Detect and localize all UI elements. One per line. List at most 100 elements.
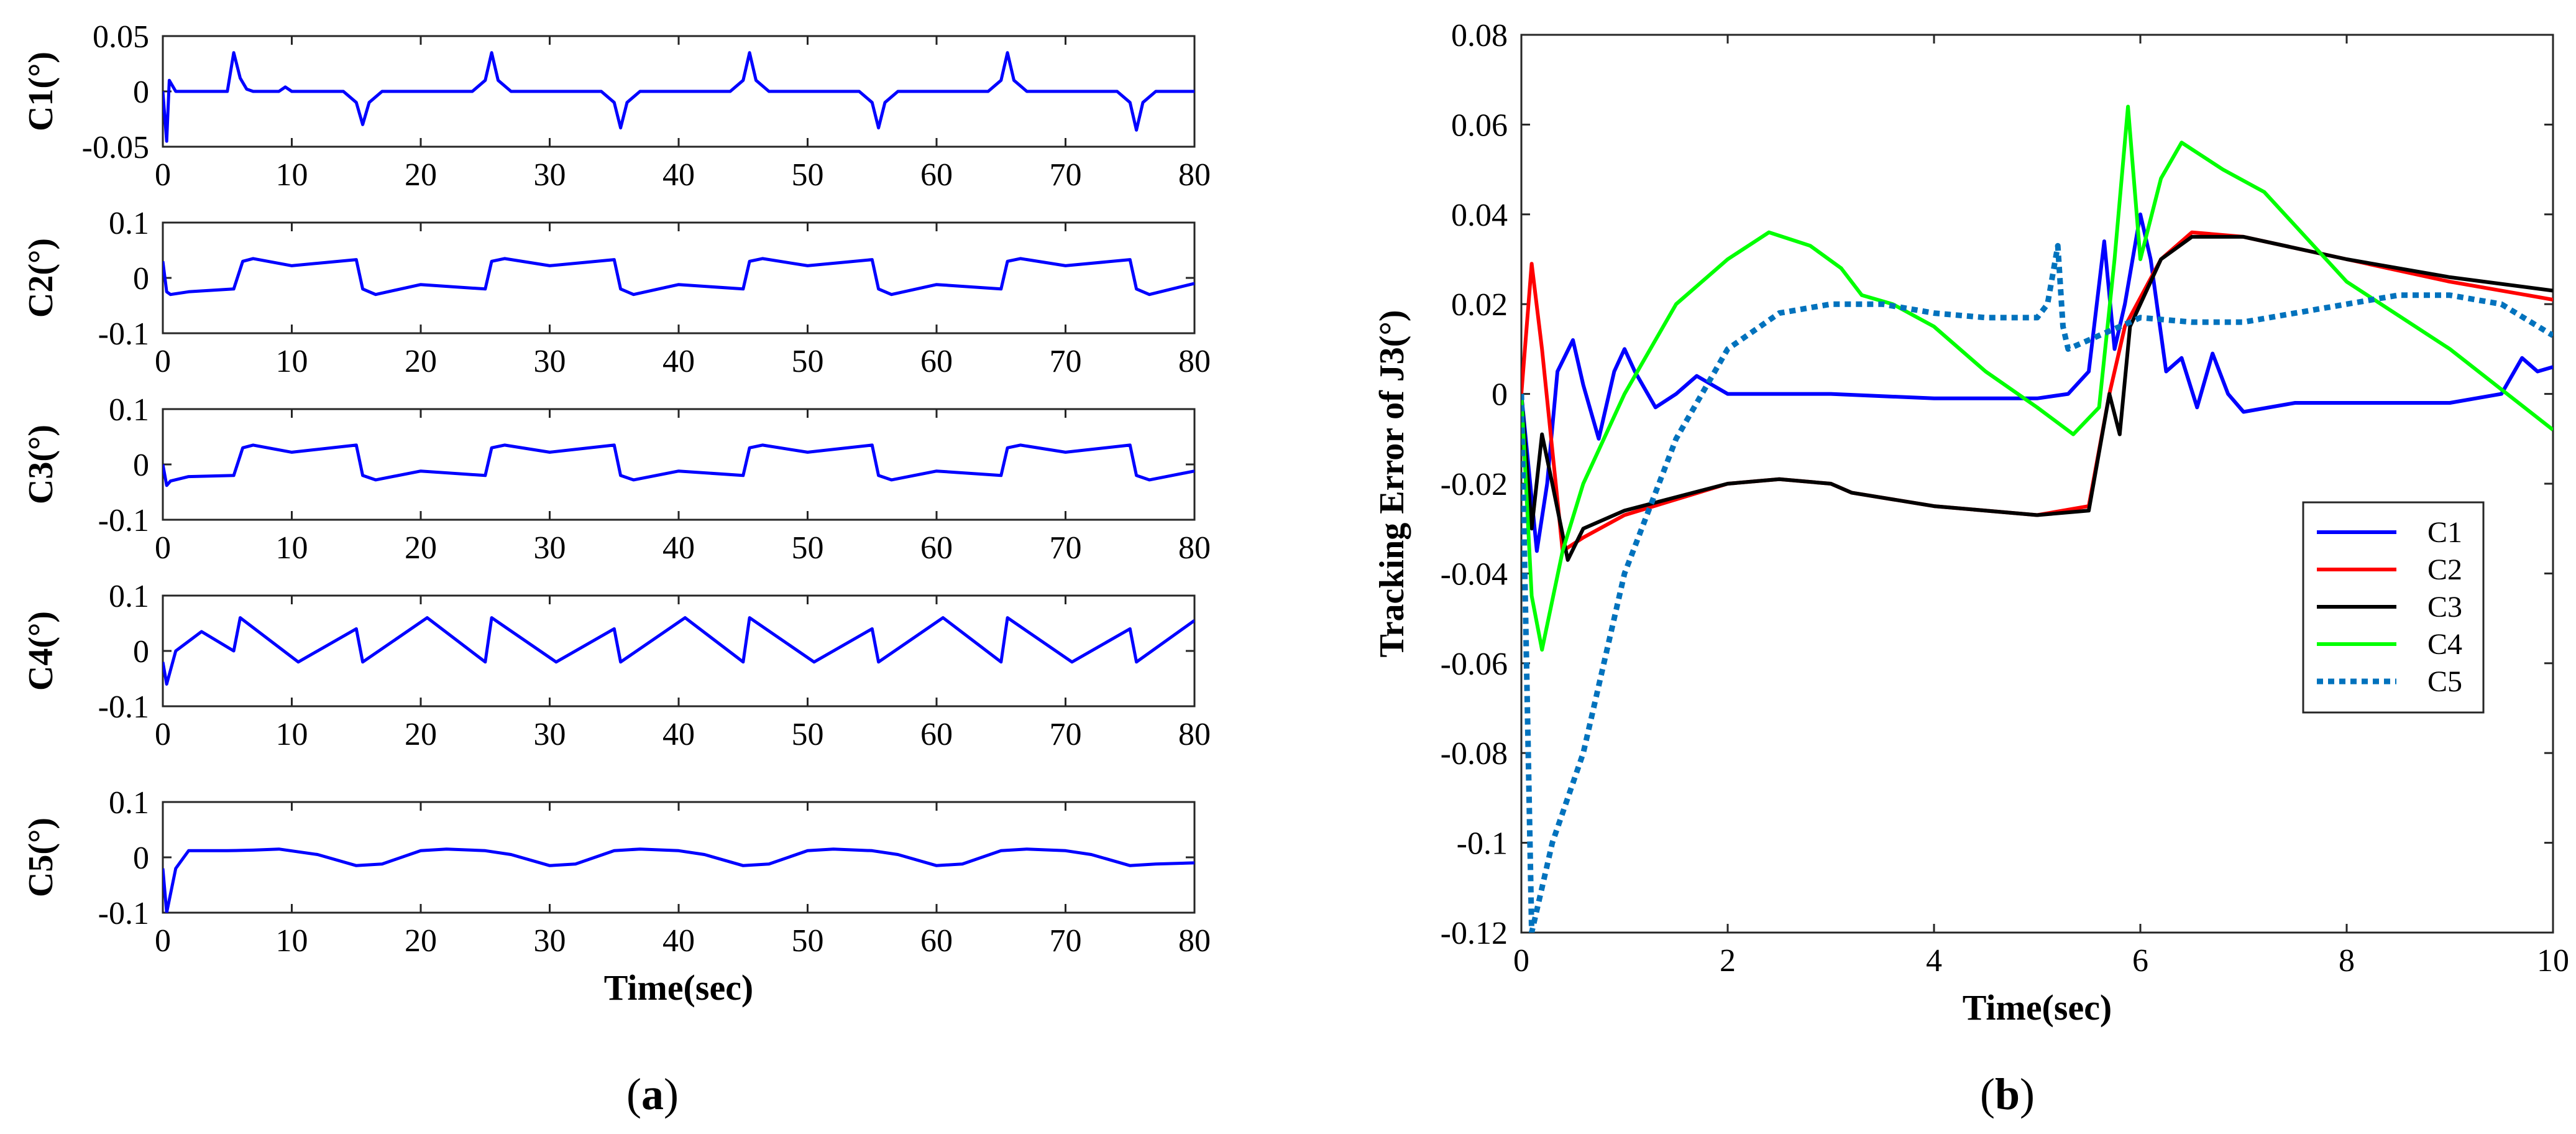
x-tick-label: 80 — [1178, 923, 1211, 959]
y-axis-label: C3(°) — [22, 425, 60, 504]
plot-area — [162, 408, 1196, 521]
series-line-c4 — [163, 616, 1194, 686]
x-tick-label: 60 — [920, 717, 953, 752]
x-tick-label: 30 — [534, 157, 566, 193]
series-group — [163, 616, 1194, 686]
x-tick-label: 20 — [405, 717, 437, 752]
x-tick-label: 60 — [920, 157, 953, 193]
x-tick-label: 10 — [2537, 943, 2569, 979]
x-tick-label: 60 — [920, 344, 953, 379]
panel-b: 0 2 4 6 8 10 0.08 0.06 0.04 0.02 0 -0.02 -0.04 -0.06 -… — [1373, 18, 2569, 1028]
x-tick-label: 0 — [155, 530, 171, 566]
x-tick-label: 8 — [2339, 943, 2355, 979]
chart-a3: 0 10 20 30 40 50 60 70 800.10-0.1C3(°) — [22, 392, 1211, 566]
y-tick-label: 0 — [133, 448, 149, 483]
plot-area — [162, 801, 1196, 914]
x-tick-label: 0 — [155, 157, 171, 193]
x-tick-label: 30 — [534, 344, 566, 379]
x-tick-label: 50 — [792, 530, 824, 566]
series-line-c5 — [163, 847, 1194, 913]
x-tick-label: 20 — [405, 157, 437, 193]
series-group — [163, 51, 1194, 143]
y-tick-label: 0 — [133, 261, 149, 297]
x-tick-label: 50 — [792, 923, 824, 959]
y-tick-label: 0.1 — [109, 579, 149, 614]
y-tick-label: 0.08 — [1451, 18, 1508, 53]
x-tick-label: 80 — [1178, 157, 1211, 193]
series-group — [163, 257, 1194, 297]
legend-label-c2: C2 — [2427, 553, 2462, 586]
y-axis-label: C5(°) — [22, 818, 60, 897]
x-tick-label: 60 — [920, 923, 953, 959]
panel-label-b: (b) — [1980, 1069, 2035, 1119]
y-tick-label: 0.1 — [109, 206, 149, 241]
plot-area — [162, 221, 1196, 334]
chart-a4: 0 10 20 30 40 50 60 70 800.10-0.1C4(°) — [22, 579, 1211, 752]
x-tick-label: 20 — [405, 923, 437, 959]
y-axis-label: C4(°) — [22, 611, 60, 691]
x-tick-label: 2 — [1720, 943, 1736, 979]
x-tick-label: 70 — [1050, 157, 1082, 193]
x-tick-label: 60 — [920, 530, 953, 566]
x-tick-label: 30 — [534, 923, 566, 959]
y-tick-label: 0.05 — [93, 19, 149, 55]
y-axis-label: Tracking Error of J3(°) — [1373, 310, 1411, 658]
legend-label-c1: C1 — [2427, 516, 2462, 549]
x-tick-label: 20 — [405, 344, 437, 379]
series-line-c5 — [1521, 242, 2553, 933]
series-line-c4 — [1521, 104, 2553, 652]
y-tick-label: 0 — [133, 634, 149, 670]
y-tick-label: -0.1 — [1457, 826, 1508, 862]
legend-label-c4: C4 — [2427, 628, 2462, 661]
series-line-c3 — [163, 443, 1194, 487]
x-tick-label: 80 — [1178, 530, 1211, 566]
x-tick-label: 4 — [1926, 943, 1942, 979]
y-tick-label: 0.1 — [109, 392, 149, 428]
x-tick-label: 40 — [662, 344, 695, 379]
x-tick-label: 70 — [1050, 923, 1082, 959]
x-tick-label: 50 — [792, 344, 824, 379]
y-tick-label: -0.1 — [98, 689, 149, 725]
y-tick-label: 0 — [1492, 377, 1508, 413]
x-tick-label: 70 — [1050, 344, 1082, 379]
y-tick-label: -0.1 — [98, 316, 149, 352]
x-tick-label: 50 — [792, 157, 824, 193]
x-tick-label: 6 — [2132, 943, 2148, 979]
x-tick-label: 80 — [1178, 344, 1211, 379]
series-line-c2 — [163, 257, 1194, 297]
x-tick-label: 20 — [405, 530, 437, 566]
x-tick-label: 10 — [276, 923, 308, 959]
x-tick-label: 10 — [276, 157, 308, 193]
y-tick-label: -0.1 — [98, 896, 149, 931]
y-tick-label: -0.08 — [1441, 736, 1508, 772]
series-line-c1 — [163, 51, 1194, 143]
y-tick-label: 0.04 — [1451, 198, 1508, 233]
series-line-c1 — [1521, 212, 2553, 553]
chart-b: 0 2 4 6 8 10 0.08 0.06 0.04 0.02 0 -0.02 -0.04 -0.06 -… — [1373, 18, 2569, 1028]
y-tick-label: -0.04 — [1441, 556, 1508, 592]
series-group — [1521, 104, 2553, 933]
panel-label-a: (a) — [626, 1069, 679, 1119]
chart-a5: 0 10 20 30 40 50 60 70 800.10-0.1C5(°)Time(sec) — [22, 785, 1211, 1008]
series-group — [163, 847, 1194, 913]
legend-label-c3: C3 — [2427, 591, 2462, 624]
x-tick-label: 0 — [155, 344, 171, 379]
y-tick-label: 0 — [133, 841, 149, 876]
x-tick-label: 80 — [1178, 717, 1211, 752]
chart-a2: 0 10 20 30 40 50 60 70 800.10-0.1C2(°) — [22, 206, 1211, 379]
x-tick-label: 40 — [662, 157, 695, 193]
y-tick-label: -0.12 — [1441, 916, 1508, 951]
x-tick-label: 40 — [662, 717, 695, 752]
x-tick-label: 70 — [1050, 530, 1082, 566]
y-tick-label: -0.02 — [1441, 467, 1508, 502]
y-tick-label: -0.1 — [98, 503, 149, 538]
x-tick-label: 30 — [534, 530, 566, 566]
y-axis-label: C2(°) — [22, 238, 60, 318]
y-tick-label: -0.05 — [82, 130, 149, 165]
x-tick-label: 0 — [155, 923, 171, 959]
legend-label-c5: C5 — [2427, 665, 2462, 698]
x-tick-label: 40 — [662, 923, 695, 959]
